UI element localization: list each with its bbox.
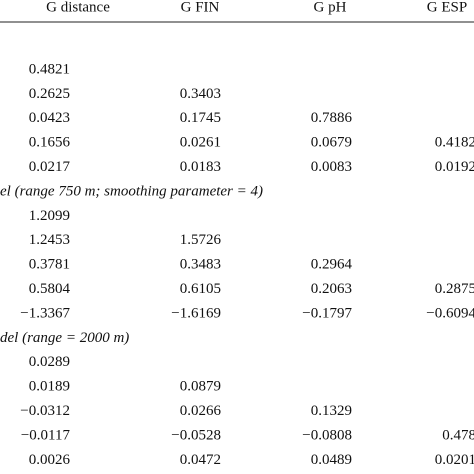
table-cell: 0.0217 xyxy=(29,159,71,175)
table-cell: 0.0289 xyxy=(29,354,70,370)
table-cell: 0.0201 xyxy=(435,452,474,468)
table-cell: 0.3781 xyxy=(29,257,70,273)
table-cell: −1.6169 xyxy=(171,305,221,321)
table-cell: 0.4821 xyxy=(29,61,70,77)
section-label: el (range 750 m; smoothing parameter = 4… xyxy=(0,183,263,199)
table-cell: 0.0489 xyxy=(311,452,352,468)
table-cell: −0.1797 xyxy=(302,305,352,321)
table-cell: −0.0117 xyxy=(21,427,71,443)
table-cell: 1.2453 xyxy=(29,232,70,248)
table-cell: 0.3483 xyxy=(180,257,221,273)
table-cell: 0.478 xyxy=(442,427,474,443)
column-header: G pH xyxy=(314,0,347,15)
table-cell: 0.0183 xyxy=(180,159,221,175)
table-cell: 0.0083 xyxy=(311,159,352,175)
table-cell: 1.2099 xyxy=(29,208,70,224)
table-cell: 0.3403 xyxy=(180,86,221,102)
table-cell: 0.1329 xyxy=(311,403,352,419)
table-cell: 0.0189 xyxy=(29,379,70,395)
table-cell: 0.2875 xyxy=(435,281,474,297)
column-header: G ESP xyxy=(427,0,467,15)
column-header: G distance xyxy=(46,0,110,15)
table-cell: 0.5804 xyxy=(29,281,71,297)
table-cell: 0.2625 xyxy=(29,86,70,102)
table-cell: 1.5726 xyxy=(180,232,222,248)
table-cell: −0.0808 xyxy=(302,427,352,443)
table-cell: 0.0192 xyxy=(435,159,474,175)
table-cell: 0.0266 xyxy=(180,403,222,419)
table-cell: 0.0423 xyxy=(29,110,70,126)
table-cell: −0.6094 xyxy=(426,305,474,321)
table-cell: 0.0679 xyxy=(311,135,352,151)
table-cell: 0.6105 xyxy=(180,281,221,297)
column-header: G FIN xyxy=(181,0,220,15)
section-label: del (range = 2000 m) xyxy=(0,330,129,346)
table-cell: 0.2964 xyxy=(311,257,353,273)
table-cell: 0.7886 xyxy=(311,110,353,126)
table-cell: 0.2063 xyxy=(311,281,352,297)
table-cell: 0.0026 xyxy=(29,452,71,468)
table-cell: 0.1745 xyxy=(180,110,221,126)
table-cell: −1.3367 xyxy=(20,305,70,321)
table-cell: −0.0312 xyxy=(20,403,70,419)
table-cell: 0.0879 xyxy=(180,379,221,395)
table-cell: 0.0261 xyxy=(180,135,221,151)
table-cell: 0.0472 xyxy=(180,452,221,468)
table-cell: −0.0528 xyxy=(171,427,221,443)
table-cell: 0.4182 xyxy=(435,135,474,151)
table-cell: 0.1656 xyxy=(29,135,71,151)
